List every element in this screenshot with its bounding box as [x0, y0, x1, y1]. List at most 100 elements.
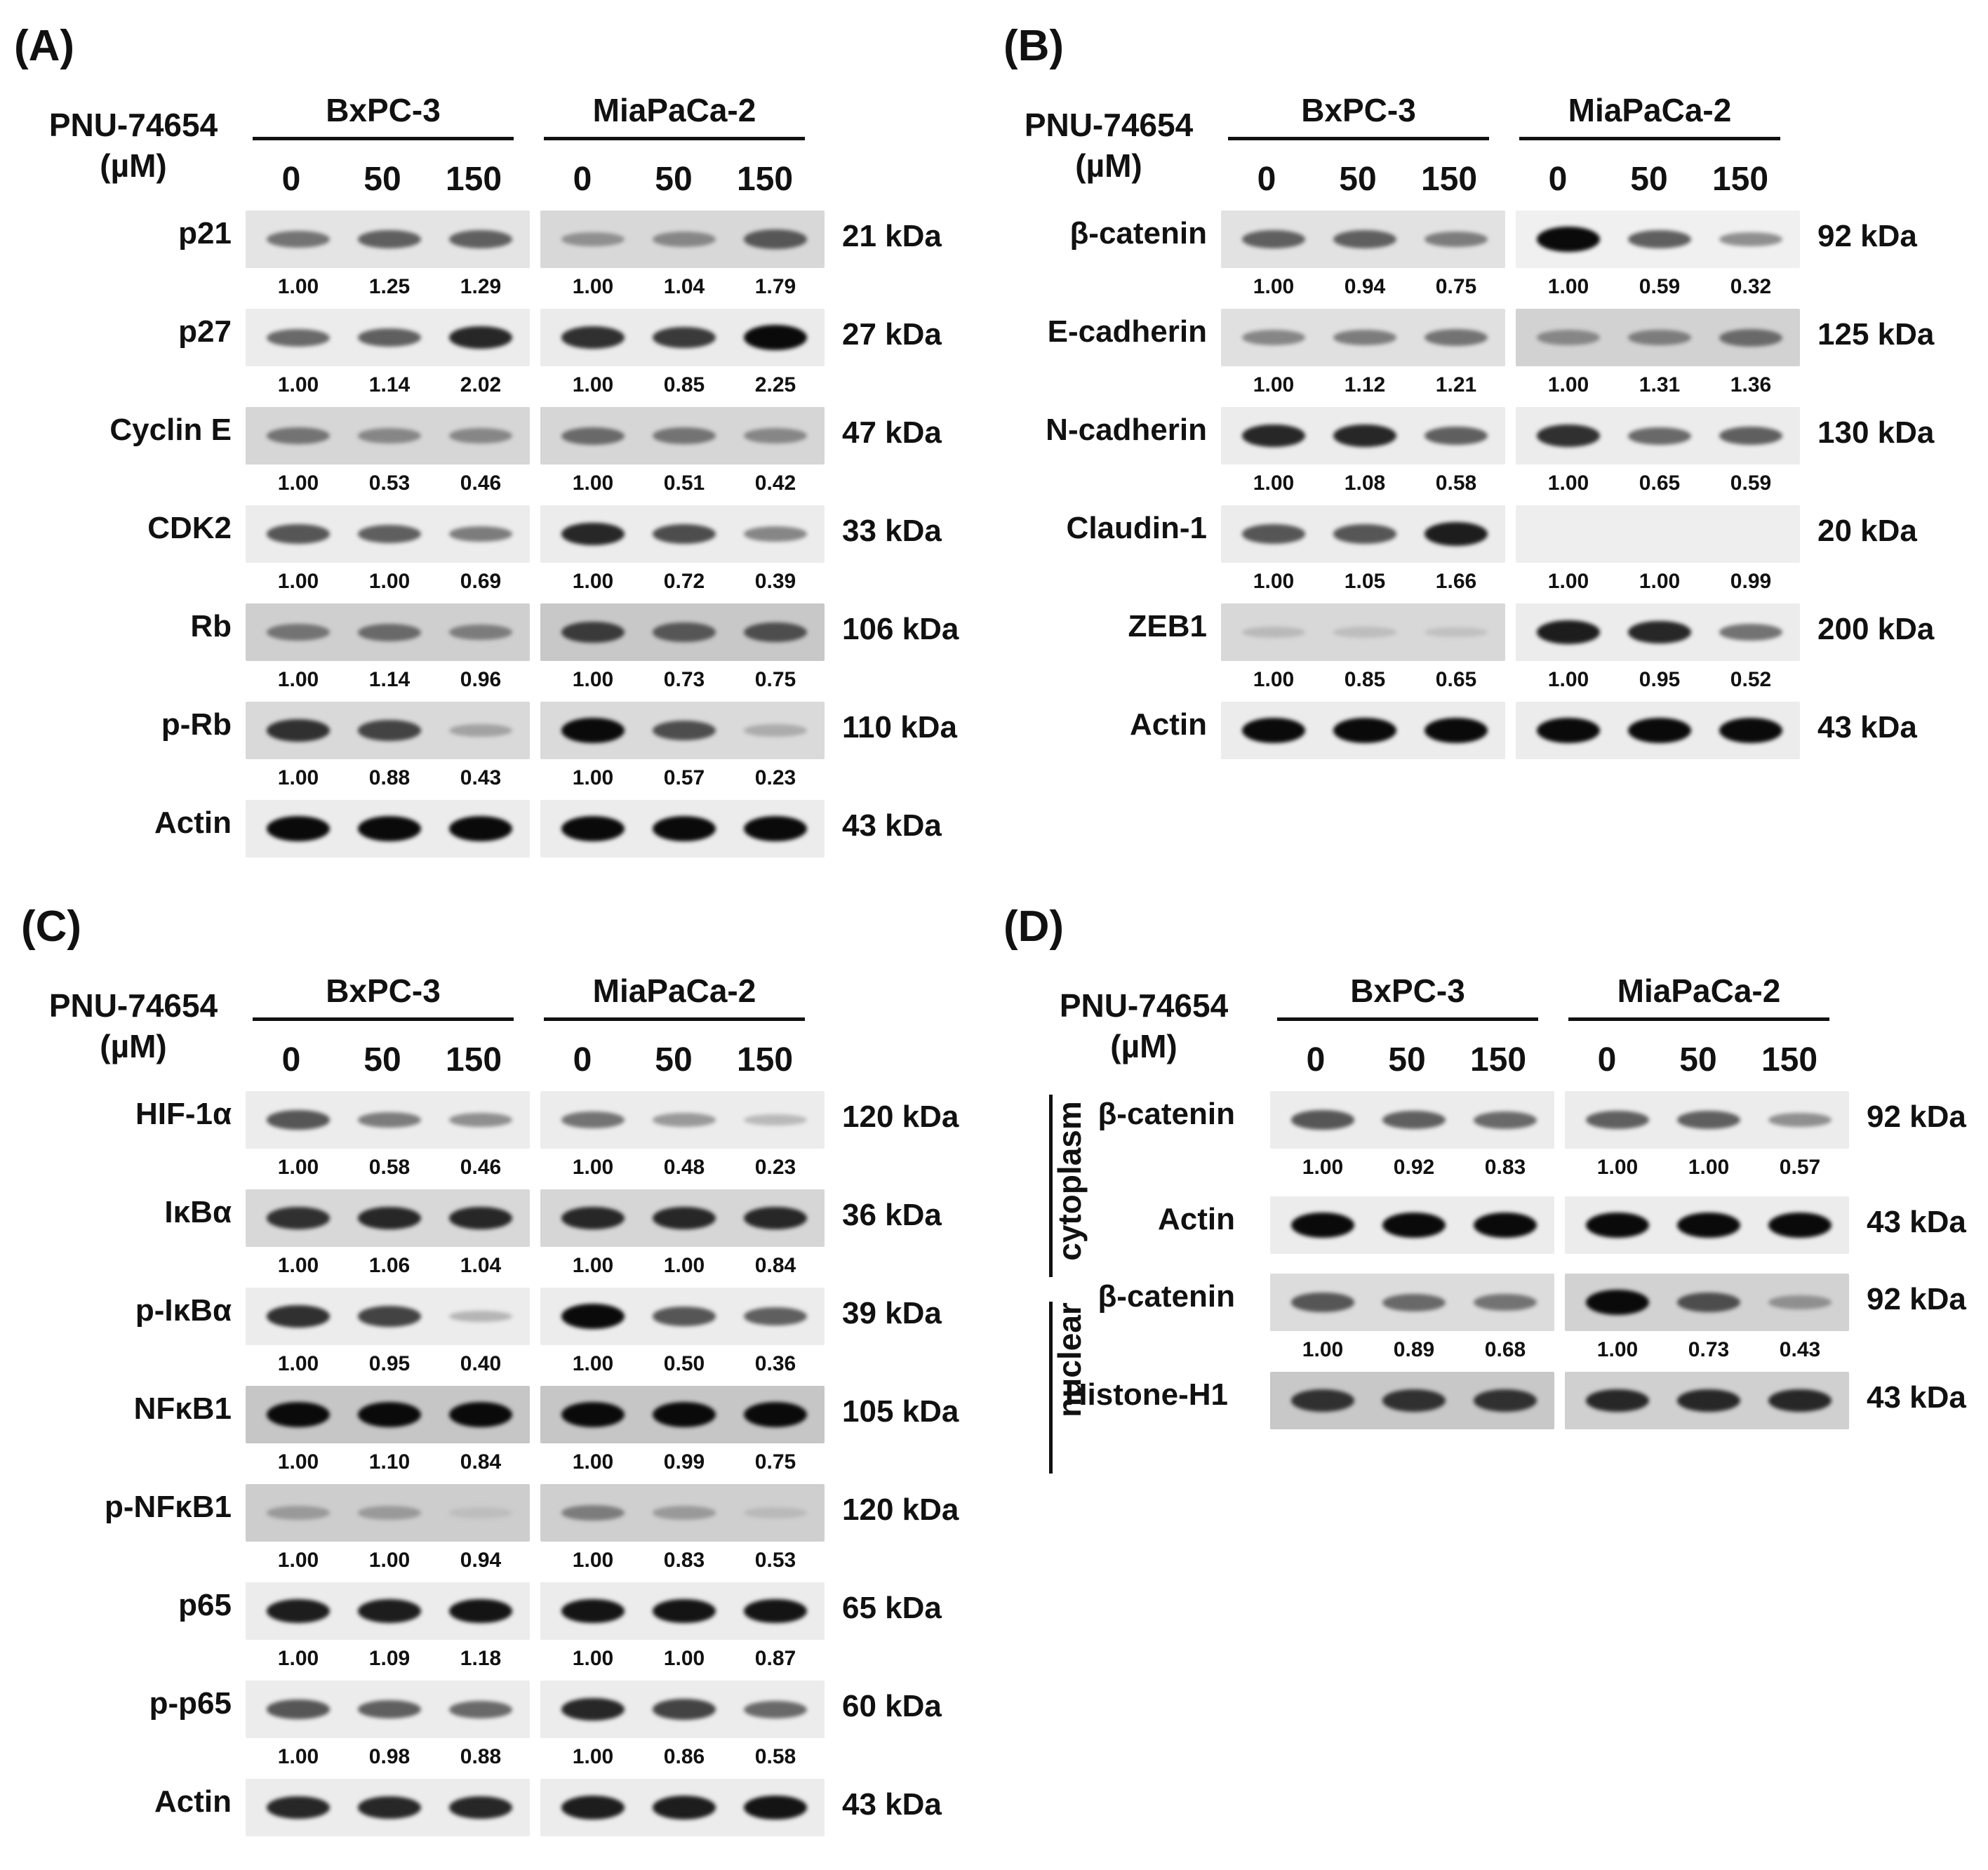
blot-row: HIF-1α 120 kDa 1.00 0.58 0.46 1.00 0.48 0.23: [0, 1091, 1010, 1182]
blot-row: p-p65 60 kDa 1.00 0.98 0.88 1.00 0.86 0.58: [0, 1681, 1010, 1772]
quantification-value: 0.84: [460, 1450, 502, 1474]
blot-row: Cyclin E 47 kDa 1.00 0.53 0.46 1.00 0.51 0.42: [0, 407, 1010, 498]
blot-row: Rb 106 kDa 1.00 1.14 0.96 1.00 0.73 0.75: [0, 603, 1010, 695]
blot-strip: [1270, 1372, 1554, 1429]
molecular-weight-label: 120 kDa: [842, 1492, 959, 1527]
quantification-value: 1.00: [1253, 275, 1295, 298]
protein-band: [1242, 627, 1305, 638]
blot-row: IκBα 36 kDa 1.00 1.06 1.04 1.00 1.00 0.84: [0, 1189, 1010, 1281]
protein-band: [744, 325, 807, 350]
quantification-value: 1.00: [1688, 1156, 1730, 1179]
blot-strip: [1221, 309, 1505, 366]
protein-band: [653, 1506, 716, 1520]
blot-row: p21 21 kDa 1.00 1.25 1.29 1.00 1.04 1.79: [0, 211, 1010, 302]
concentration-label: 0: [1597, 1041, 1617, 1078]
concentration-label: 50: [363, 161, 401, 198]
concentration-label: 150: [445, 161, 502, 198]
protein-label: Claudin-1: [1066, 511, 1207, 545]
quantification-value: 1.00: [572, 570, 614, 593]
cell-line-miapaca2: MiaPaCa-2: [1617, 973, 1781, 1009]
quantification-value: 1.36: [1730, 373, 1772, 396]
protein-band: [358, 1206, 421, 1230]
quantification-value: 1.31: [1639, 373, 1681, 396]
molecular-weight-label: 43 kDa: [1817, 710, 1917, 744]
blot-strip: [540, 211, 825, 268]
protein-label: Actin: [1130, 707, 1207, 742]
protein-band: [358, 229, 421, 249]
blot-strip: [540, 1582, 825, 1640]
cell-line-underline: [253, 137, 514, 140]
molecular-weight-label: 92 kDa: [1867, 1282, 1966, 1316]
protein-band: [1586, 1110, 1649, 1130]
protein-band: [449, 428, 512, 443]
protein-band: [653, 523, 716, 545]
blot-row: Actin 43 kDa: [0, 800, 1010, 891]
protein-band: [1628, 229, 1691, 249]
quantification-value: 0.43: [1779, 1338, 1821, 1361]
protein-band: [449, 1796, 512, 1819]
quantification-value: 0.58: [754, 1745, 796, 1768]
protein-label: CDK2: [147, 511, 232, 545]
protein-band: [744, 1598, 807, 1624]
protein-band: [449, 723, 512, 737]
quantification-value: 0.73: [663, 668, 705, 691]
protein-band: [358, 1111, 421, 1128]
protein-band: [449, 1700, 512, 1718]
quantification-value: 0.86: [663, 1745, 705, 1768]
protein-label: p21: [178, 216, 232, 251]
quantification-value: 1.00: [572, 1156, 614, 1179]
quantification-value: 1.00: [277, 373, 319, 396]
concentration-label: 0: [1548, 161, 1568, 198]
protein-band: [449, 1112, 512, 1128]
blot-row: Actin 43 kDa: [0, 1779, 1010, 1870]
protein-band: [267, 231, 330, 248]
quantification-value: 1.00: [277, 1450, 319, 1474]
concentration-label: 150: [736, 1041, 794, 1078]
protein-band: [449, 526, 512, 542]
quantification-value: 0.92: [1393, 1156, 1435, 1179]
protein-band: [358, 1599, 421, 1623]
panel-label: (B): [1003, 22, 1065, 70]
quantification-value: 1.04: [460, 1254, 502, 1277]
concentration-label: 0: [573, 161, 592, 198]
cell-line-underline: [1277, 1017, 1538, 1021]
protein-band: [267, 1110, 330, 1130]
molecular-weight-label: 39 kDa: [842, 1296, 942, 1330]
protein-band: [267, 1506, 330, 1520]
quantification-value: 1.00: [572, 1647, 614, 1670]
blot-row: p-IκBα 39 kDa 1.00 0.95 0.40 1.00 0.50 0.36: [0, 1288, 1010, 1379]
protein-band: [653, 816, 716, 841]
protein-band: [744, 1402, 807, 1427]
protein-band: [358, 623, 421, 641]
blot-strip: [540, 505, 825, 563]
quantification-value: 1.00: [277, 1352, 319, 1375]
blot-row: p27 27 kDa 1.00 1.14 2.02 1.00 0.85 2.25: [0, 309, 1010, 400]
cell-line-bxpc3: BxPC-3: [1301, 92, 1416, 128]
quantification-value: 0.88: [460, 1745, 502, 1768]
protein-band: [449, 1598, 512, 1624]
quantification-value: 1.04: [663, 275, 705, 298]
protein-band: [449, 326, 512, 349]
blot-strip: [1270, 1091, 1554, 1149]
protein-band: [1333, 229, 1396, 249]
protein-band: [1425, 522, 1488, 546]
protein-band: [561, 621, 625, 643]
molecular-weight-label: 110 kDa: [842, 710, 957, 744]
protein-band: [1768, 1295, 1832, 1310]
unit-label: (µM): [100, 1028, 167, 1064]
protein-band: [1537, 718, 1600, 743]
blot-row: β-catenin 92 kDa 1.00 0.94 0.75 1.00 0.59 0.32: [975, 211, 1986, 302]
protein-band: [267, 1599, 330, 1623]
blot-strip: [246, 603, 530, 661]
quantification-value: 1.00: [572, 1450, 614, 1474]
protein-label: Actin: [1158, 1202, 1235, 1236]
protein-band: [1291, 1110, 1354, 1130]
protein-band: [267, 427, 330, 444]
fraction-label-cytoplasm: cytoplasm: [1051, 1101, 1088, 1261]
quantification-value: 0.88: [368, 766, 411, 789]
quantification-value: 1.00: [277, 1745, 319, 1768]
protein-band: [1425, 231, 1488, 248]
cell-line-underline: [1519, 137, 1780, 140]
quantification-value: 0.65: [1639, 472, 1681, 495]
blot-strip: [1221, 211, 1505, 268]
